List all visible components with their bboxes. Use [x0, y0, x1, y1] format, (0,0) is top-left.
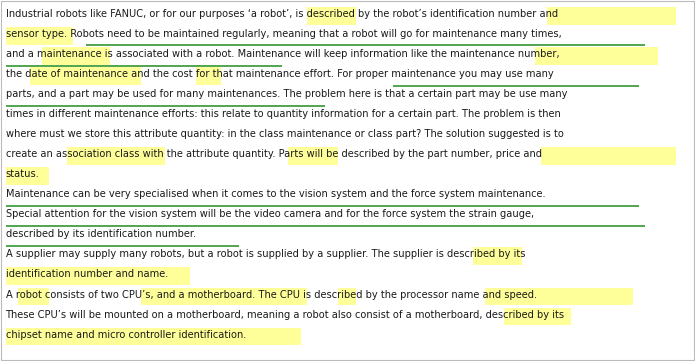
Text: Maintenance can be very specialised when it comes to the vision system and the f: Maintenance can be very specialised when… [6, 189, 545, 199]
Bar [6, 268, 190, 285]
Bar [196, 67, 221, 85]
Text: status.: status. [6, 169, 40, 179]
Text: identification number and name.: identification number and name. [6, 269, 168, 279]
Bar [141, 287, 307, 305]
Bar [541, 147, 676, 165]
Text: where must we store this attribute quantity: in the class maintenance or class p: where must we store this attribute quant… [6, 129, 564, 139]
Text: the date of maintenance and the cost for that maintenance effort. For proper mai: the date of maintenance and the cost for… [6, 69, 553, 79]
Bar [547, 7, 676, 25]
Text: These CPU’s will be mounted on a motherboard, meaning a robot also consist of a : These CPU’s will be mounted on a motherb… [6, 310, 564, 319]
Text: times in different maintenance efforts: this relate to quantity information for : times in different maintenance efforts: … [6, 109, 560, 119]
Bar [338, 287, 356, 305]
Bar [42, 47, 110, 65]
Text: A robot consists of two CPU’s, and a motherboard. The CPU is described by the pr: A robot consists of two CPU’s, and a mot… [6, 290, 537, 300]
Text: parts, and a part may be used for many maintenances. The problem here is that a : parts, and a part may be used for many m… [6, 89, 567, 99]
Bar [6, 327, 301, 345]
Text: sensor type. Robots need to be maintained regularly, meaning that a robot will g: sensor type. Robots need to be maintaine… [6, 29, 562, 39]
Bar [30, 67, 141, 85]
Bar [288, 147, 338, 165]
Bar [18, 287, 49, 305]
Bar [6, 167, 49, 185]
Text: A supplier may supply many robots, but a robot is supplied by a supplier. The su: A supplier may supply many robots, but a… [6, 249, 525, 260]
Bar [534, 47, 657, 65]
Bar [307, 7, 356, 25]
Bar [485, 287, 633, 305]
Text: described by its identification number.: described by its identification number. [6, 230, 196, 239]
Text: create an association class with the attribute quantity. Parts will be described: create an association class with the att… [6, 149, 541, 159]
Text: and a maintenance is associated with a robot. Maintenance will keep information : and a maintenance is associated with a r… [6, 49, 559, 59]
Bar [473, 247, 522, 265]
Text: Special attention for the vision system will be the video camera and for the for: Special attention for the vision system … [6, 209, 534, 219]
Text: Industrial robots like FANUC, or for our purposes ‘a robot’, is described by the: Industrial robots like FANUC, or for our… [6, 9, 557, 19]
Text: chipset name and micro controller identification.: chipset name and micro controller identi… [6, 330, 246, 340]
Bar [6, 27, 73, 45]
Bar [67, 147, 165, 165]
Bar [504, 308, 571, 325]
